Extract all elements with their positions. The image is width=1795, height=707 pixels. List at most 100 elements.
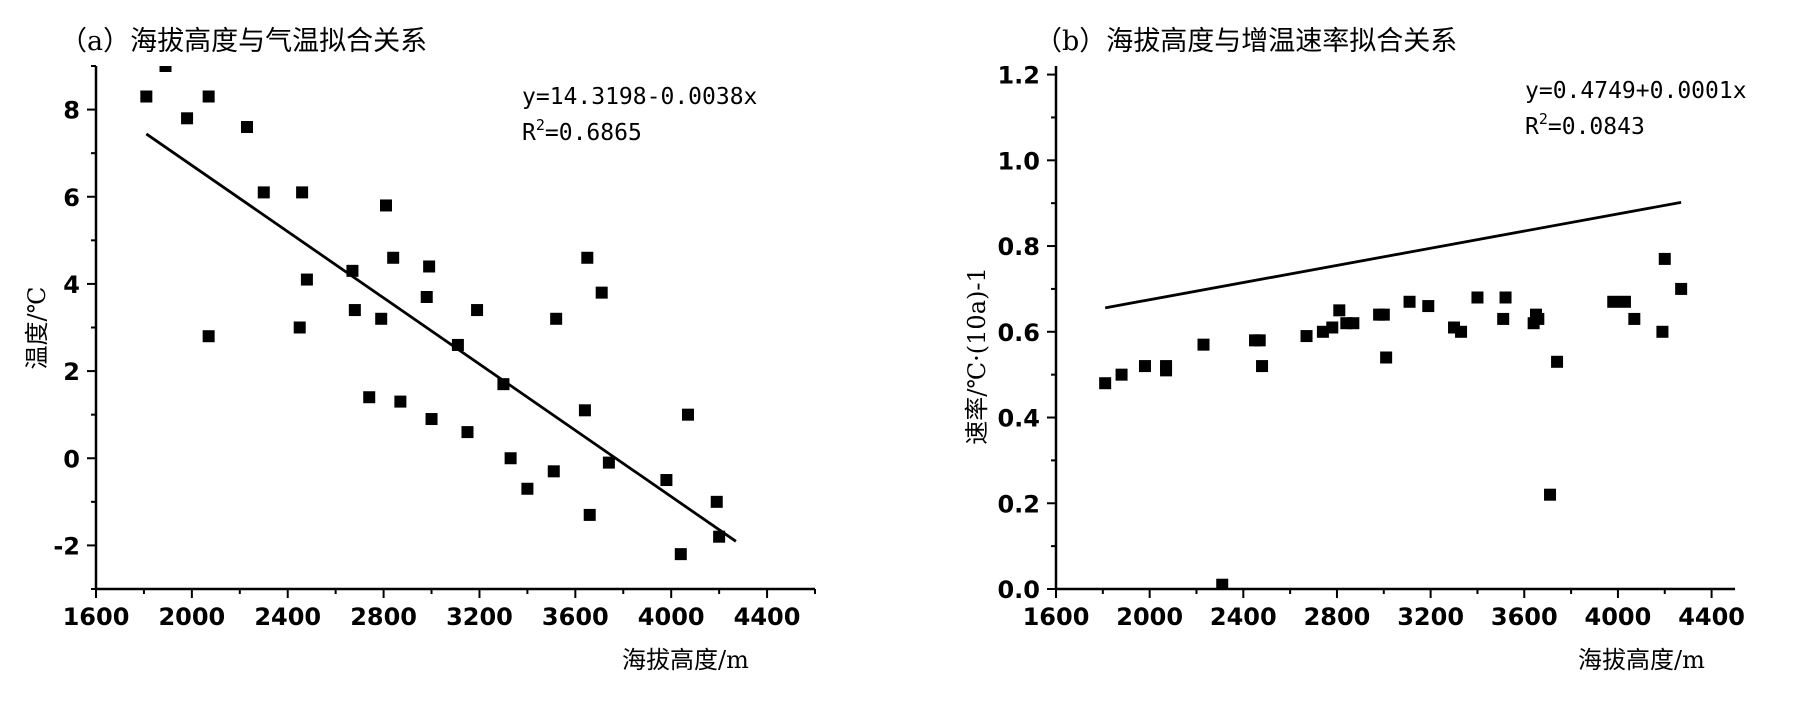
- panel-b-r2-value: =0.0843: [1548, 114, 1645, 140]
- panel-a-data-point: [595, 286, 608, 299]
- panel-b-x-tick-label: 2800: [1304, 603, 1371, 631]
- panel-a-x-tick-label: 1600: [63, 603, 130, 631]
- panel-a-r2: R2=0.6865: [522, 116, 642, 146]
- panel-a-data-point: [202, 90, 215, 103]
- panel-b-data-point: [1628, 312, 1641, 325]
- panel-a-data-point: [674, 548, 687, 561]
- panel-b-data-point: [1497, 312, 1510, 325]
- panel-b: （b）海拔高度与增温速率拟合关系 1600 2000 2400 2800 3200 360…: [963, 26, 1747, 674]
- panel-b-x-tick-label: 1600: [1023, 603, 1090, 631]
- panel-b-data-point: [1403, 295, 1416, 308]
- panel-b-data-point: [1532, 312, 1545, 325]
- panel-a-data-point: [394, 395, 407, 408]
- panel-b-title: （b）海拔高度与增温速率拟合关系: [1035, 26, 1457, 57]
- panel-b-x-axis-label: 海拔高度/m: [1578, 646, 1705, 674]
- panel-b-data-point: [1160, 360, 1173, 373]
- panel-a-y-axis-label: 温度/℃: [23, 287, 51, 370]
- panel-a-data-point: [681, 408, 694, 421]
- panel-a-fit-line: [145, 132, 737, 543]
- panel-b-x-tick-label: 2000: [1116, 603, 1183, 631]
- panel-b-data-point: [1607, 295, 1620, 308]
- panel-a-data-point: [578, 404, 591, 417]
- panel-a-equation: y=14.3198-0.0038x: [522, 84, 757, 110]
- panel-a-title: （a）海拔高度与气温拟合关系: [60, 26, 427, 57]
- panel-b-data-point: [1333, 304, 1346, 317]
- panel-b-data-point: [1675, 282, 1688, 295]
- panel-a-data-point: [296, 186, 309, 199]
- panel-b-data-point: [1455, 325, 1468, 338]
- panel-b-r2-sup: 2: [1539, 110, 1548, 128]
- panel-a-data-point: [602, 456, 615, 469]
- panel-a-data-point: [461, 426, 474, 439]
- panel-a-x-tick-label: 3600: [542, 603, 609, 631]
- panel-a-y-tick-label: 8: [63, 97, 80, 125]
- panel-b-data-point: [1197, 338, 1210, 351]
- panel-b-data-point: [1544, 488, 1557, 501]
- panel-a-data-point: [547, 465, 560, 478]
- panel-b-data-point: [1216, 578, 1229, 589]
- panel-a-data-point: [375, 312, 388, 325]
- panel-b-y-tick-label: 0.0: [997, 576, 1040, 604]
- panel-b-y-tick-label: 0.4: [997, 405, 1040, 433]
- panel-a-x-tick-label: 4400: [734, 603, 801, 631]
- panel-b-data-point: [1618, 295, 1631, 308]
- panel-b-data-point: [1471, 291, 1484, 304]
- panel-b-y-axis-label: 速率/℃·(10a)-1: [963, 267, 991, 445]
- panel-b-fit-line: [1104, 200, 1682, 310]
- panel-a-data-point: [521, 482, 534, 495]
- panel-a-plot-area: 1600 2000 2400 2800 3200 3600 4000 4400 -2 0 2 4 6 8: [53, 65, 816, 631]
- panel-b-x-tick-label: 4000: [1585, 603, 1652, 631]
- panel-a-data-point: [293, 321, 306, 334]
- panel-b-r2: R2=0.0843: [1525, 110, 1645, 140]
- panel-a-data-point: [181, 112, 194, 125]
- panel-a-r2-sup: 2: [536, 116, 545, 134]
- panel-a-data-point: [425, 413, 438, 426]
- panel-a-y-tick-label: 4: [63, 271, 80, 299]
- panel-b-equation: y=0.4749+0.0001x: [1525, 78, 1747, 104]
- panel-a-data-point: [300, 273, 313, 286]
- panel-a-x-tick-label: 2000: [158, 603, 225, 631]
- panel-a-data-point: [159, 66, 172, 72]
- panel-a-data-point: [420, 290, 433, 303]
- panel-b-data-point: [1115, 368, 1128, 381]
- panel-b-data-point: [1347, 317, 1360, 330]
- panel-a-data-point: [660, 474, 673, 487]
- panel-a-data-point: [504, 452, 517, 465]
- panel-a-x-tick-label: 2400: [254, 603, 321, 631]
- panel-b-data-point: [1300, 330, 1313, 343]
- panel-a-data-point: [202, 330, 215, 343]
- panel-a-x-tick-label: 2800: [350, 603, 417, 631]
- panel-a-data-point: [387, 251, 400, 264]
- panel-a: （a）海拔高度与气温拟合关系 1600 2000 2400 2800 3200 3600 4…: [23, 26, 816, 674]
- panel-a-data-point: [550, 312, 563, 325]
- panel-b-data-point: [1380, 351, 1393, 364]
- panel-a-data-point: [379, 199, 392, 212]
- panel-b-data-point: [1377, 308, 1390, 321]
- panel-a-data-point: [583, 508, 596, 521]
- panel-b-data-point: [1658, 252, 1671, 265]
- panel-a-data-point: [363, 391, 376, 404]
- panel-b-data-point: [1551, 355, 1564, 368]
- panel-b-y-tick-label: 0.2: [997, 490, 1040, 518]
- panel-a-r2-value: =0.6865: [545, 120, 642, 146]
- panel-a-data-point: [497, 378, 510, 391]
- panel-a-data-point: [423, 260, 436, 273]
- panel-a-y-tick-label: 0: [63, 445, 80, 473]
- panel-a-data-point: [257, 186, 270, 199]
- panel-b-data-point: [1656, 325, 1669, 338]
- panel-a-data-point: [713, 530, 726, 543]
- panel-b-data-point: [1326, 321, 1339, 334]
- panel-a-data-point: [140, 90, 153, 103]
- panel-b-data-point: [1422, 300, 1435, 313]
- panel-a-data-point: [471, 304, 484, 317]
- panel-b-r2-prefix: R: [1525, 114, 1539, 140]
- panel-b-x-tick-label: 4400: [1678, 603, 1745, 631]
- panel-b-y-tick-label: 0.6: [997, 319, 1040, 347]
- panel-b-plot-area: 1600 2000 2400 2800 3200 3600 4000 4400 0.0 0.2 0.…: [997, 62, 1745, 631]
- panel-b-y-tick-label: 0.8: [997, 233, 1040, 261]
- panel-b-data-point: [1499, 291, 1512, 304]
- panel-b-x-tick-label: 2400: [1210, 603, 1277, 631]
- panel-a-data-point: [581, 251, 594, 264]
- panel-b-y-tick-label: 1.0: [997, 147, 1040, 175]
